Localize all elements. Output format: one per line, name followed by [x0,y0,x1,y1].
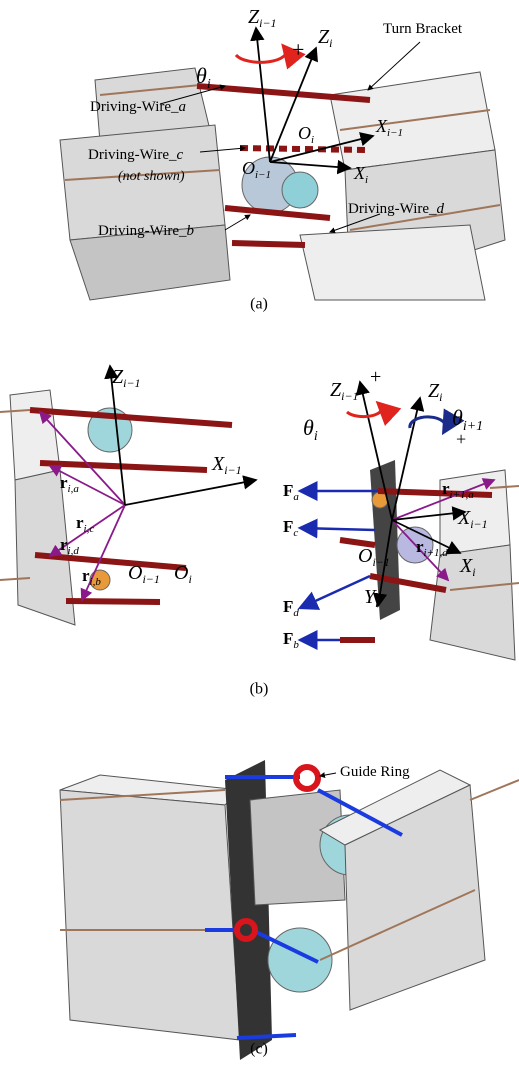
label-main: Turn Bracket [383,21,463,37]
label: + [292,37,304,62]
label-main: Driving-Wire_ [348,201,437,217]
label-subscript: i+1,a [450,489,475,501]
label-main: + [456,429,466,449]
label-subscript: i,d [68,545,80,557]
label: + [370,366,381,388]
label: Guide Ring [340,764,410,780]
label: ri,c [76,513,94,535]
label-subscript: i [311,134,314,146]
label: Yi [364,586,378,610]
label-subscript: i,b [90,576,102,588]
panel-caption: (a) [250,296,268,313]
label-main: X [211,453,225,475]
label-subscript: i,c [84,523,95,535]
label-main: F [283,629,293,648]
label-main: + [370,366,381,388]
label-subscript: i−1 [224,463,241,477]
panel-a-drawing [60,28,505,300]
label-main: X [457,507,471,529]
label-main: O [358,545,372,567]
panel-caption: (b) [250,681,269,698]
label: Turn Bracket [383,21,463,37]
label: Fc [283,517,298,539]
label-subscript: i [375,596,378,610]
label: Fa [283,481,299,503]
label-main: Driving-Wire_ [98,223,187,239]
panel-c-drawing [60,760,519,1060]
label-main: F [283,597,293,616]
label: Xi−1 [211,453,242,477]
label-suffix: c [177,147,184,163]
label: + [456,429,466,449]
label-subscript: i−1 [259,16,276,30]
label-subscript: i [472,565,475,579]
label-subscript: i [439,390,442,404]
label: Oi [174,562,192,586]
label-main: θ [303,415,314,440]
label-main: Driving-Wire_ [88,147,177,163]
label: Driving-Wire_d [348,201,445,217]
label-main: O [174,562,188,584]
label-subscript: c [293,527,298,539]
label-main: X [459,555,473,577]
label-subscript: i−1 [341,389,358,403]
label: (not shown) [118,169,185,184]
label: Driving-Wire_b [98,223,195,239]
label-main: θ [196,63,207,88]
label-suffix: b [187,223,195,239]
label-subscript: i+1,d [424,547,449,559]
label: Oi [298,123,314,145]
label-main: θ [452,405,463,430]
label-suffix: a [179,99,187,115]
label-main: + [292,37,304,62]
label-main: O [298,123,311,143]
label-subscript: i−1 [255,169,271,181]
label-subscript: i−1 [142,572,159,586]
label: ri,b [82,566,101,588]
label: Zi−1 [112,366,141,390]
label: Driving-Wire_c [88,147,184,163]
label-subscript: i−1 [372,555,389,569]
label: Zi−1 [248,6,277,30]
label-subscript: i−1 [387,127,403,139]
label: Zi [428,380,442,404]
label-main: O [242,158,255,178]
label-subscript: i [188,572,191,586]
label-subscript: b [293,639,299,651]
label-main: F [283,481,293,500]
label: Driving-Wire_a [90,99,186,115]
label: Zi−1 [330,379,359,403]
label: Fb [283,629,299,651]
label-main: Driving-Wire_ [90,99,179,115]
label-main: O [128,562,142,584]
label: θi [303,415,318,444]
label-subscript: i [314,429,318,444]
label-main: Guide Ring [340,764,410,780]
label: Fd [283,597,299,619]
panel-caption: (c) [250,1041,268,1058]
label-subscript: d [293,607,299,619]
label: θi [196,63,211,92]
label-subscript: i [207,77,211,92]
label-subscript: i,a [68,483,80,495]
label-main: (not shown) [118,169,185,184]
label-subscript: a [293,491,299,503]
label: Zi [318,26,332,50]
label-subscript: i [329,36,332,50]
figure: Zi−1Ziθi+Turn BracketDriving-Wire_aDrivi… [0,0,519,1066]
label-subscript: i [365,174,368,186]
label-subscript: i−1 [123,376,140,390]
label-subscript: i−1 [470,517,487,531]
label-suffix: d [437,201,445,217]
label-main: F [283,517,293,536]
